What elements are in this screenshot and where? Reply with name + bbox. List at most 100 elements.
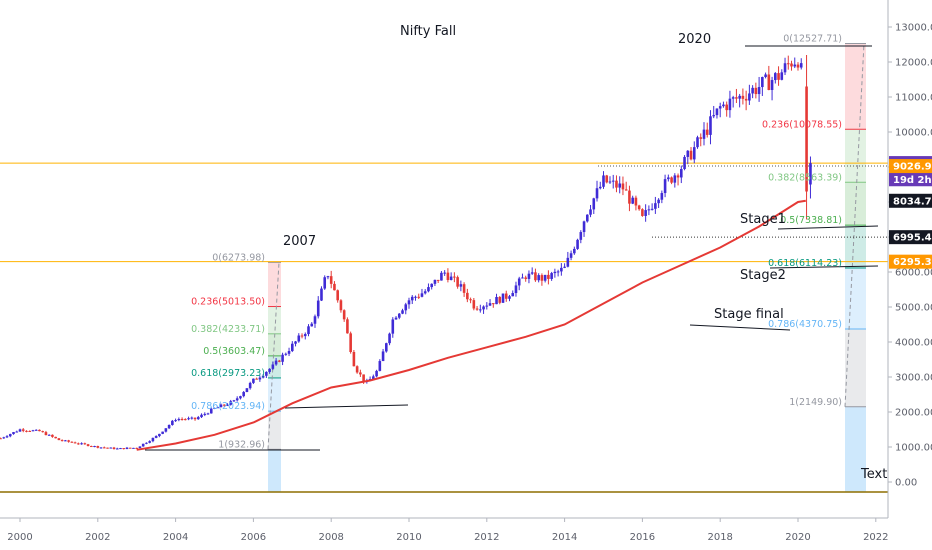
candle-body-50: [161, 431, 164, 434]
chart-title: Nifty Fall: [400, 24, 456, 39]
candle-body-164: [530, 272, 534, 274]
candle-body-139: [449, 276, 453, 280]
candle-body-70: [226, 404, 229, 406]
candle-body-38: [122, 448, 126, 450]
candle-body-216: [699, 137, 703, 139]
candle-body-22: [70, 441, 74, 443]
moving-average-layer: [136, 199, 806, 451]
candle-body-119: [385, 343, 388, 352]
candle-body-72: [232, 400, 236, 402]
candle-body-89: [287, 351, 291, 354]
candle-body-134: [433, 279, 437, 284]
candle-body-126: [407, 300, 411, 305]
x-tick-label-3: 2006: [241, 532, 266, 543]
candle-body-120: [388, 333, 391, 344]
candle-body-221: [715, 108, 719, 116]
candle-body-90: [291, 343, 294, 352]
candle-body-170: [550, 273, 553, 279]
fib-2007-trend-line: [267, 262, 280, 450]
x-tick-label-6: 2012: [474, 532, 499, 543]
candle-body-80: [258, 377, 262, 380]
annotation-stage-final: Stage final: [714, 307, 784, 322]
candle-body-189: [611, 180, 615, 182]
candle-body-203: [657, 199, 660, 204]
price-tag-label-1: 19d 2h: [893, 175, 932, 186]
candle-body-28: [90, 446, 93, 448]
candle-body-59: [190, 417, 194, 419]
candle-body-26: [83, 443, 87, 445]
candle-body-192: [621, 183, 625, 190]
candle-body-103: [333, 283, 336, 291]
candle-body-24: [77, 443, 80, 445]
candle-body-190: [615, 180, 618, 188]
candle-body-228: [738, 95, 741, 99]
candle-body-3: [8, 434, 12, 437]
candle-body-218: [705, 129, 709, 135]
candle-body-217: [702, 129, 706, 139]
candle-body-171: [553, 271, 557, 274]
candle-body-154: [498, 296, 502, 303]
candle-body-212: [686, 150, 690, 157]
candle-body-44: [141, 443, 145, 447]
annotation-text: Text: [860, 467, 887, 482]
candle-body-7: [21, 429, 25, 431]
candle-body-178: [576, 239, 579, 249]
y-tick-label-0: 0.00: [895, 478, 917, 489]
candle-body-27: [86, 444, 90, 447]
price-tag-4: [889, 230, 932, 245]
fib-labels-layer: 0(6273.98) 0.236(5013.50) 0.382(4233.71) 0.…: [191, 34, 842, 451]
candle-body-129: [417, 296, 421, 298]
fib-2020-level-label-3: 0.5(7338.81): [780, 215, 842, 226]
candle-body-238: [770, 80, 774, 90]
candle-body-137: [443, 272, 446, 274]
horizontal-lines-layer: [0, 45, 888, 493]
candle-body-98: [316, 300, 320, 317]
candle-body-247: [799, 63, 803, 68]
candle-body-8: [25, 430, 28, 432]
candle-body-166: [537, 275, 540, 281]
candle-body-88: [284, 353, 288, 355]
candle-body-105: [339, 300, 343, 311]
fib-2007-band-ext: [268, 449, 281, 492]
fib-2020-band-0: [845, 43, 866, 130]
candle-body-236: [764, 74, 767, 78]
candle-body-36: [115, 448, 119, 450]
candle-body-135: [436, 279, 440, 281]
y-tick-label-13: 13000.00: [895, 23, 932, 34]
candle-body-48: [154, 436, 158, 438]
candle-body-141: [456, 277, 459, 287]
x-tick-label-10: 2020: [785, 532, 810, 543]
candle-body-175: [566, 257, 570, 267]
fib-2007-level-label-0: 0(6273.98): [212, 252, 265, 263]
candle-body-58: [187, 418, 190, 420]
candle-body-150: [485, 305, 489, 307]
candle-body-45: [145, 442, 148, 444]
candle-body-68: [219, 404, 223, 408]
candle-body-11: [34, 429, 38, 431]
candle-body-81: [261, 375, 265, 378]
candle-body-31: [99, 447, 103, 449]
candle-body-1: [2, 437, 6, 439]
fib-2020-level-label-2: 0.382(8563.39): [768, 172, 842, 183]
stage1-line: [777, 225, 879, 230]
candle-body-last: [809, 163, 812, 185]
y-tick-label-2: 2000.00: [895, 408, 932, 419]
candle-body-110: [355, 366, 359, 373]
candle-body-195: [631, 197, 634, 204]
candle-body-246: [796, 64, 800, 68]
candle-body-181: [585, 214, 589, 222]
x-tick-label-5: 2010: [396, 532, 421, 543]
candle-body-230: [744, 98, 748, 101]
candle-body-20: [64, 440, 67, 442]
price-tag-label-4: 6995.46: [893, 233, 932, 244]
fib-2007-band-5: [268, 411, 281, 450]
candle-body-99: [320, 288, 323, 301]
candle-body-187: [605, 175, 609, 183]
candle-body-33: [106, 447, 109, 449]
candle-body-74: [239, 396, 242, 399]
candle-body-158: [511, 293, 515, 297]
candle-body-211: [683, 156, 686, 170]
moving-average-line: [136, 199, 806, 451]
